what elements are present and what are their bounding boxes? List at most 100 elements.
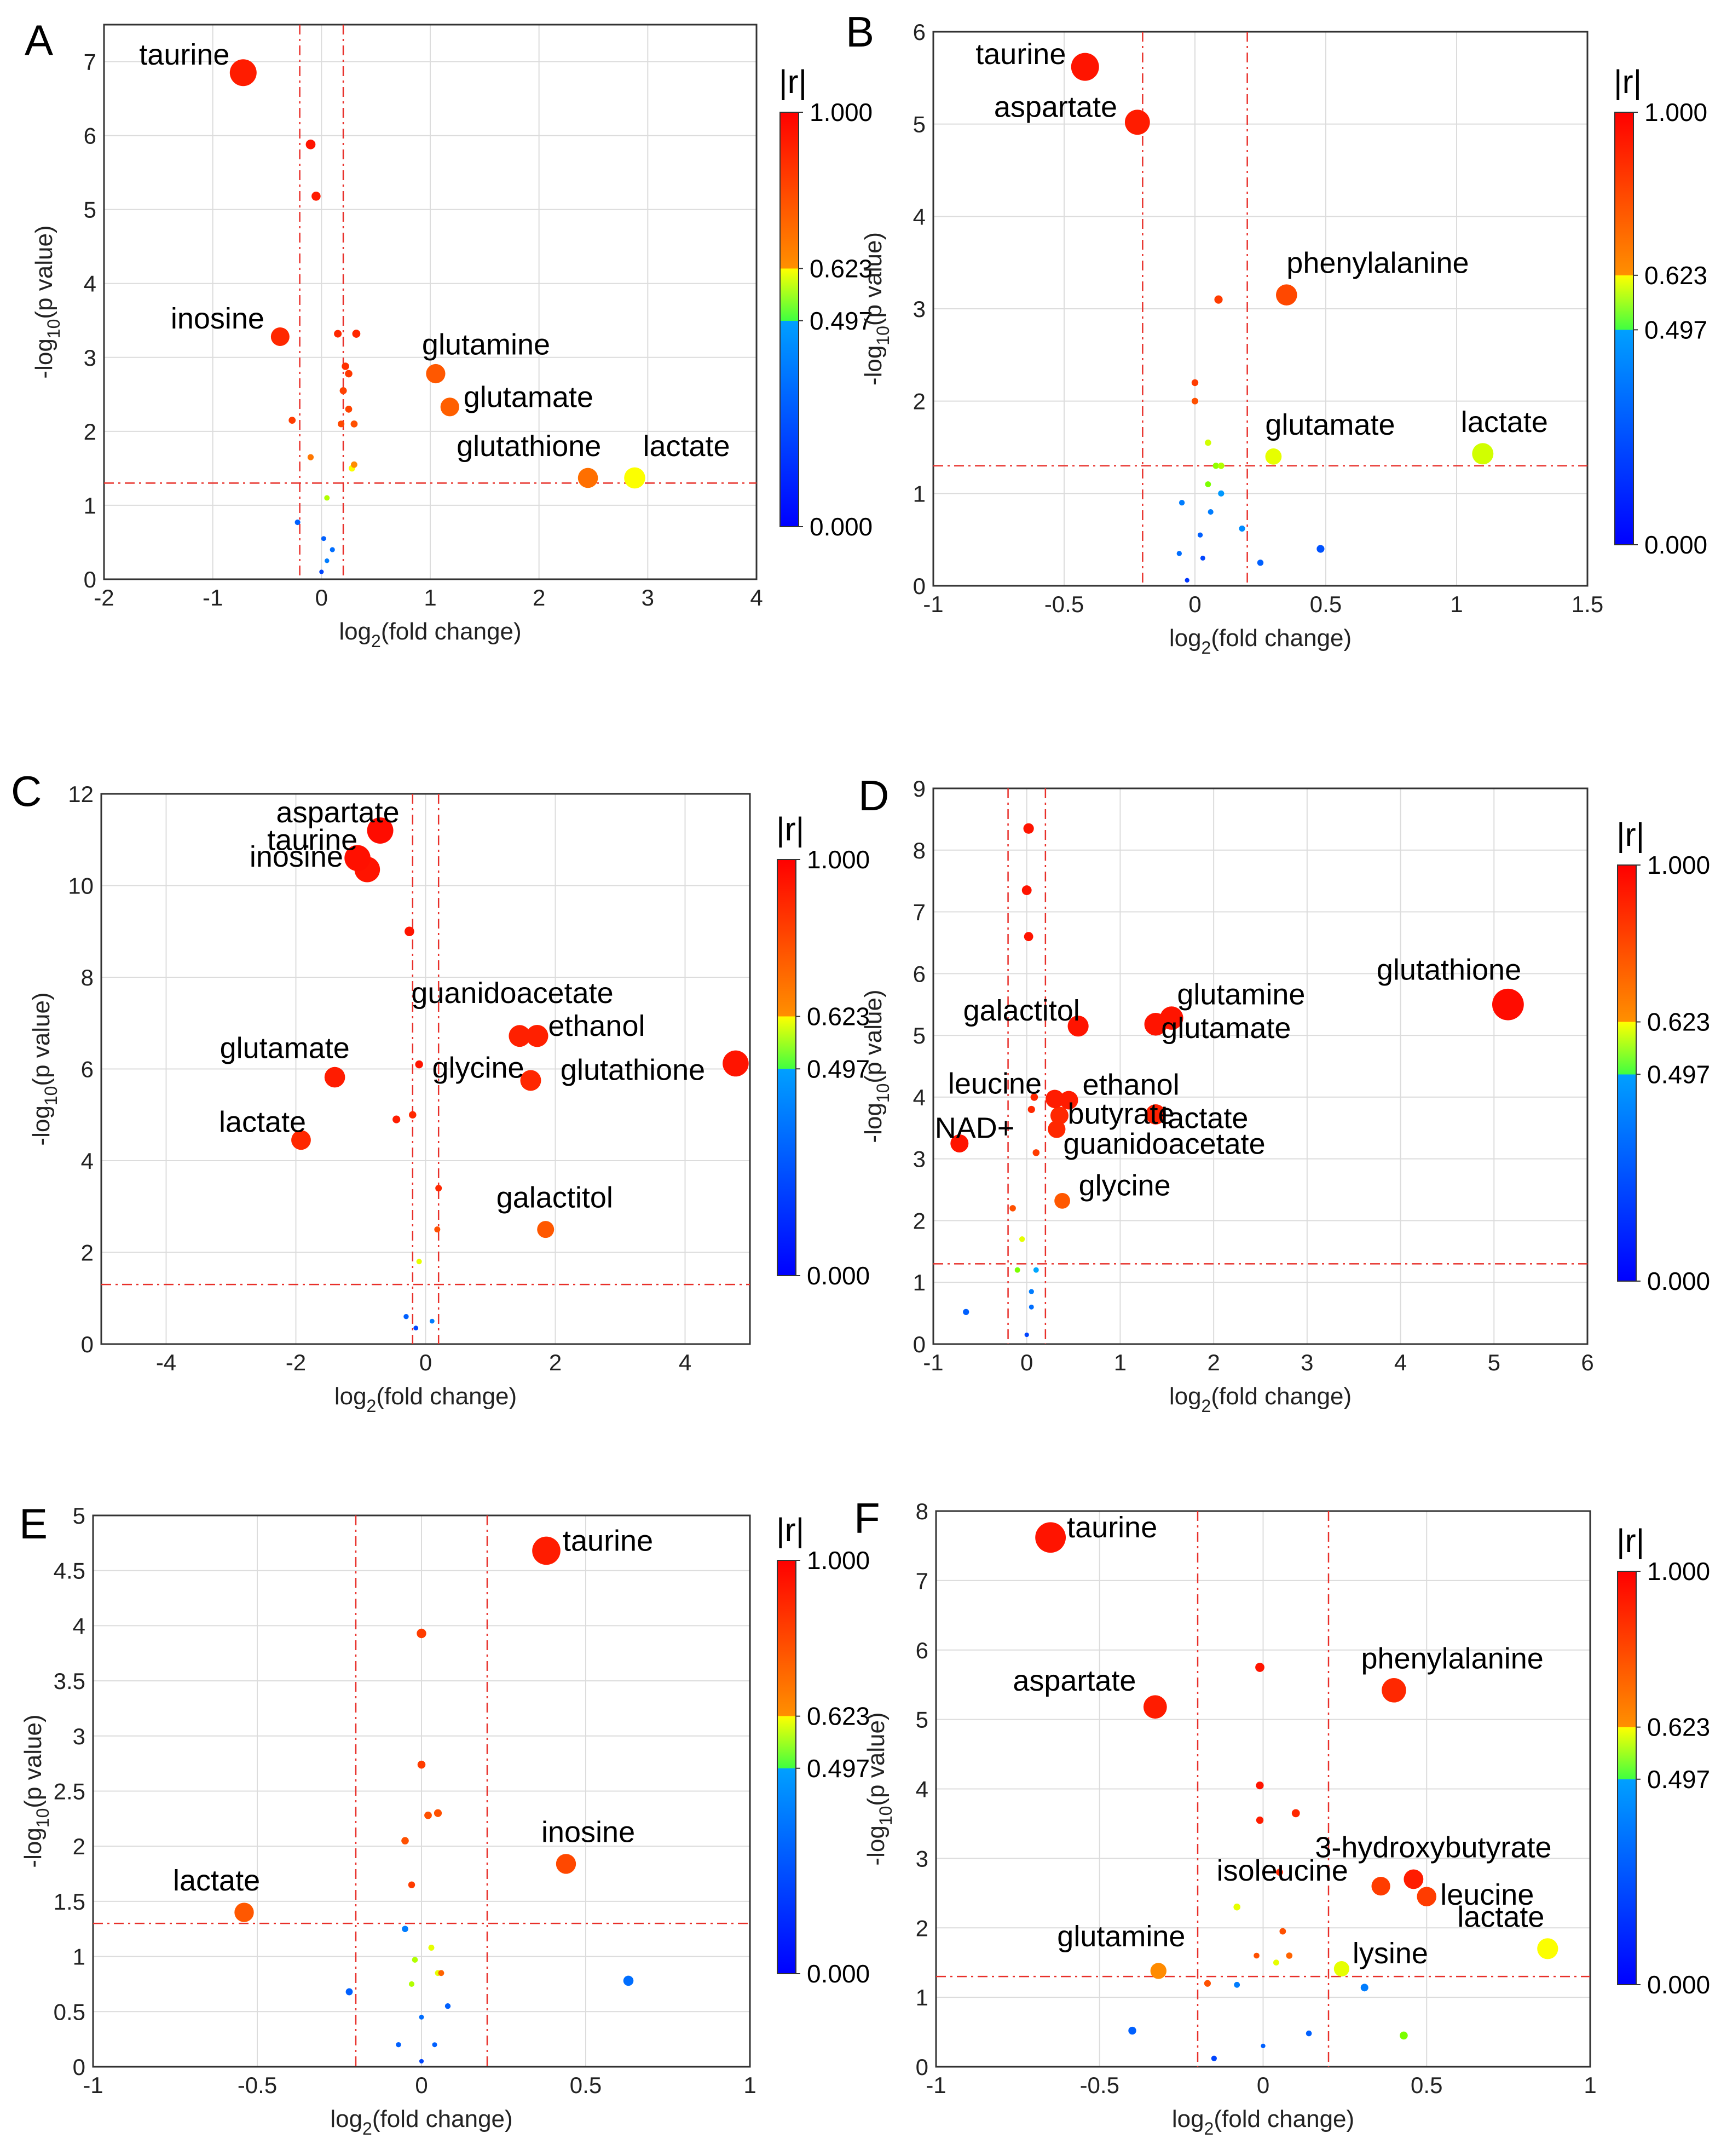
point-glutathione <box>577 468 598 488</box>
x-tick-label: -1 <box>923 591 943 617</box>
point-taurine <box>1071 53 1099 81</box>
x-tick-label: -2 <box>286 1350 306 1375</box>
colorbar-title: |r| <box>1616 816 1644 853</box>
point-leucine <box>1046 1089 1064 1109</box>
x-tick-label: 2 <box>1207 1350 1220 1375</box>
y-tick-label: 6 <box>913 961 926 987</box>
point-label: glycine <box>432 1051 524 1084</box>
data-point <box>1214 295 1223 304</box>
y-tick-label: 2.5 <box>54 1779 85 1805</box>
point-glutamine <box>426 364 446 384</box>
y-tick-label: 1 <box>84 493 96 518</box>
data-point <box>1205 481 1211 487</box>
y-tick-label: 10 <box>68 873 94 899</box>
x-tick-label: 2 <box>533 585 545 610</box>
panel-letter: A <box>25 16 53 64</box>
point-label: lactate <box>1461 406 1548 439</box>
point-lactate <box>1472 443 1494 465</box>
point-label: taurine <box>975 38 1066 71</box>
y-tick-label: 7 <box>916 1568 928 1594</box>
panel-F: F -1 -0.5 0 0.5 1 0 1 2 3 4 5 6 7 8 log2(fold change) -l… <box>854 1494 1710 2138</box>
y-tick-label: 0 <box>913 1331 926 1357</box>
y-tick-label: 0 <box>81 1331 94 1357</box>
data-point <box>1233 1903 1240 1911</box>
data-point <box>1128 2026 1136 2035</box>
point-guanidoacetate <box>1048 1120 1066 1138</box>
point-phenylalanine <box>1276 284 1297 305</box>
data-point <box>396 2042 401 2048</box>
data-point <box>434 1809 442 1817</box>
colorbar-tick-label: 1.000 <box>1647 851 1710 879</box>
point-lysine <box>1333 1961 1349 1977</box>
y-tick-label: 5 <box>913 112 926 137</box>
x-tick-label: 1 <box>1584 2072 1596 2098</box>
point-label: glycine <box>1079 1169 1171 1202</box>
colorbar: |r|1.000 0.623 0.497 0.000 <box>779 64 873 541</box>
point-3-hydroxybutyrate <box>1404 1869 1424 1889</box>
y-tick-label: 1 <box>73 1944 85 1970</box>
data-point <box>408 1981 415 1987</box>
data-point <box>337 420 345 428</box>
point-glycine <box>1054 1192 1070 1209</box>
point-label: glutathione <box>457 430 601 463</box>
y-axis-label: -log10(p value) <box>31 225 63 378</box>
colorbar-tick-label: 0.000 <box>1647 1267 1710 1295</box>
point-label: phenylalanine <box>1286 247 1469 280</box>
y-tick-label: 4 <box>84 271 96 297</box>
plot-frame <box>103 24 758 580</box>
x-tick-label: 0.5 <box>1411 2072 1442 2098</box>
y-tick-label: 3 <box>916 1846 928 1871</box>
colorbar-gradient <box>777 1560 796 1974</box>
panel-letter: B <box>846 8 874 56</box>
y-tick-label: 8 <box>913 838 926 863</box>
plot-frame <box>932 31 1589 587</box>
y-tick-label: 1 <box>913 481 926 506</box>
colorbar-tick-label: 0.623 <box>1647 1008 1710 1036</box>
data-point <box>1400 2031 1408 2040</box>
colorbar-tick-label: 1.000 <box>810 98 873 126</box>
point-label: lactate <box>219 1105 306 1138</box>
data-point <box>1019 1236 1025 1242</box>
point-label: ethanol <box>548 1010 645 1042</box>
data-point <box>1316 545 1325 553</box>
data-point <box>1257 560 1264 566</box>
point-label: taurine <box>267 823 357 856</box>
point-label: aspartate <box>994 90 1117 123</box>
y-tick-label: 1 <box>913 1270 926 1295</box>
data-point <box>409 1111 417 1119</box>
point-ethanol <box>526 1025 548 1047</box>
data-point <box>1179 500 1185 506</box>
data-point <box>288 417 296 424</box>
y-tick-label: 4 <box>916 1777 928 1802</box>
x-tick-label: 0 <box>415 2072 428 2098</box>
data-point <box>324 558 330 563</box>
data-point <box>1185 578 1189 583</box>
y-tick-label: 12 <box>68 781 94 807</box>
point-aspartate <box>367 817 394 844</box>
data-point <box>392 1115 401 1123</box>
point-label: lactate <box>1457 1900 1544 1933</box>
data-point <box>307 454 314 460</box>
point-label: 3-hydroxybutyrate <box>1315 1831 1551 1864</box>
point-label: leucine <box>1440 1878 1534 1911</box>
x-tick-label: 3 <box>642 585 654 610</box>
data-point <box>1033 1267 1039 1273</box>
data-point <box>1032 1149 1040 1156</box>
y-tick-label: 0 <box>916 2054 928 2080</box>
point-lactate <box>234 1903 254 1922</box>
data-point <box>1029 1289 1034 1294</box>
point-taurine <box>229 59 257 87</box>
data-point <box>1256 1816 1264 1824</box>
point-galactitol <box>1067 1016 1089 1037</box>
colorbar-title: |r| <box>776 811 804 848</box>
data-point <box>1239 525 1245 532</box>
data-point <box>444 2003 451 2009</box>
y-tick-label: 7 <box>913 900 926 925</box>
colorbar-gradient <box>1617 1571 1637 1985</box>
data-point <box>1021 885 1032 895</box>
point-ethanol <box>1059 1091 1078 1110</box>
data-point <box>963 1308 969 1315</box>
x-axis-label: log2(fold change) <box>1172 2106 1354 2138</box>
data-point <box>311 192 321 201</box>
panel-A: A -2 -1 0 1 2 3 4 0 1 2 3 4 5 6 7 log2(fold change) -log1… <box>25 16 873 651</box>
